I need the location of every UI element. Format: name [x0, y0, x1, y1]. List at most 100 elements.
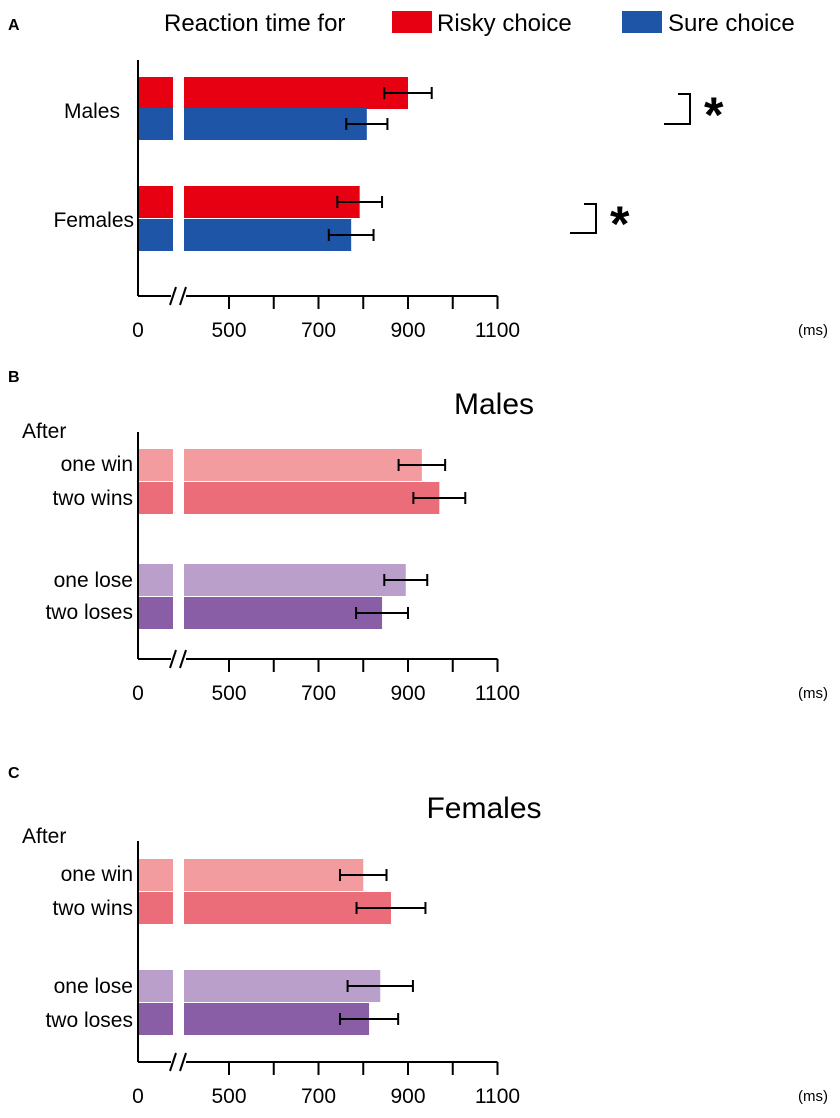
- legend-swatch-sure: [622, 11, 662, 33]
- bar-one-lose: [138, 564, 429, 596]
- axis-break-icon: [169, 286, 187, 306]
- panel-c-letter: C: [8, 765, 20, 782]
- bar-two-loses-error-bar: [338, 1013, 400, 1025]
- bar-males-sure-choice-segment-low: [138, 108, 173, 140]
- panel-a-letter: A: [8, 17, 20, 34]
- panel-c: C Females After one win two wins one lose t…: [8, 765, 828, 1108]
- panel-a-bars: [138, 77, 433, 251]
- x-axis-unit: (ms): [798, 1088, 828, 1105]
- bar-males-risky-choice-segment-low: [138, 77, 173, 109]
- x-tick-label: 1100: [475, 319, 520, 342]
- panel-c-x-axis: 0 500 700 900 1100 (ms): [132, 841, 828, 1108]
- panel-b-bars: one win two wins one lose two loses: [45, 449, 467, 629]
- bar-one-win: [138, 859, 388, 891]
- bar-one-win-segment-main: [184, 449, 422, 481]
- x-tick-label: 900: [390, 682, 425, 705]
- bar-one-lose: [138, 970, 414, 1002]
- axis-break-icon: [169, 649, 187, 669]
- x-tick-label: 1100: [475, 682, 520, 705]
- panel-a-x-axis: 0 500 700 900 1100 (ms): [132, 60, 828, 342]
- x-tick-label: 700: [301, 682, 336, 705]
- significance-star-females: *: [610, 196, 630, 252]
- panel-b-title: Males: [454, 388, 534, 421]
- bar-label-one-lose: one lose: [54, 569, 133, 592]
- panel-b-group-heading: After: [22, 420, 66, 443]
- bar-label-one-win: one win: [61, 453, 133, 476]
- panel-b: B Males After one win two wins one lose two…: [8, 369, 828, 705]
- x-tick-label: 900: [390, 319, 425, 342]
- significance-bracket-males: [664, 93, 691, 125]
- bar-two-wins: [138, 892, 427, 924]
- bar-females-sure-choice-segment-main: [184, 219, 352, 251]
- bar-females-sure-choice: [138, 219, 375, 251]
- bar-females-risky-choice-segment-low: [138, 186, 173, 218]
- category-label-males: Males: [64, 100, 120, 123]
- bar-two-loses: [138, 1003, 400, 1035]
- x-tick-label: 0: [132, 319, 144, 342]
- bar-one-win-error-bar: [338, 869, 388, 881]
- bar-two-loses-error-bar: [355, 607, 409, 619]
- bar-one-lose-segment-low: [138, 970, 173, 1002]
- bar-label-two-loses: two loses: [45, 601, 133, 624]
- axis-break-icon: [169, 1052, 187, 1072]
- significance-markers: * *: [570, 87, 724, 252]
- bar-one-win-segment-main: [184, 859, 364, 891]
- bar-two-loses-segment-main: [184, 597, 383, 629]
- legend: Reaction time for Risky choice Sure choi…: [164, 10, 795, 37]
- bar-females-risky-choice: [138, 186, 384, 218]
- x-tick-label: 700: [301, 319, 336, 342]
- bar-one-win-segment-low: [138, 859, 173, 891]
- bar-label-one-lose: one lose: [54, 975, 133, 998]
- bar-females-risky-choice-segment-main: [184, 186, 360, 218]
- x-tick-label: 900: [390, 1085, 425, 1108]
- x-tick-label: 1100: [475, 1085, 520, 1108]
- x-tick-label: 500: [211, 682, 246, 705]
- x-tick-label: 0: [132, 682, 144, 705]
- bar-one-win-segment-low: [138, 449, 173, 481]
- panel-b-x-axis: 0 500 700 900 1100 (ms): [132, 432, 828, 705]
- bar-label-two-wins: two wins: [52, 487, 133, 510]
- x-axis-unit: (ms): [798, 685, 828, 702]
- bar-males-sure-choice: [138, 108, 389, 140]
- bar-males-sure-choice-segment-main: [184, 108, 367, 140]
- legend-entry-risky: Risky choice: [437, 10, 572, 37]
- bar-label-two-wins: two wins: [52, 897, 133, 920]
- bar-one-lose-error-bar: [383, 574, 429, 586]
- bar-two-wins-segment-main: [184, 482, 440, 514]
- panel-c-bars: one win two wins one lose two loses: [45, 859, 427, 1035]
- significance-star-males: *: [704, 87, 724, 143]
- bar-two-wins-segment-low: [138, 892, 173, 924]
- bar-one-lose-segment-main: [184, 564, 406, 596]
- bar-two-loses: [138, 597, 409, 629]
- bar-two-wins-error-bar: [355, 902, 427, 914]
- bar-males-sure-choice-error-bar: [345, 118, 389, 130]
- panel-c-title: Females: [426, 792, 541, 825]
- bar-females-risky-choice-error-bar: [336, 196, 384, 208]
- bar-one-win: [138, 449, 447, 481]
- x-tick-label: 700: [301, 1085, 336, 1108]
- legend-swatch-risky: [392, 11, 432, 33]
- panel-b-letter: B: [8, 369, 20, 386]
- bar-females-sure-choice-segment-low: [138, 219, 173, 251]
- bar-label-two-loses: two loses: [45, 1009, 133, 1032]
- panel-c-group-heading: After: [22, 825, 66, 848]
- bar-females-sure-choice-error-bar: [327, 229, 375, 241]
- x-tick-label: 0: [132, 1085, 144, 1108]
- bar-one-win-error-bar: [397, 459, 447, 471]
- panel-a: A Reaction time for Risky choice Sure ch…: [8, 10, 828, 342]
- x-axis-unit: (ms): [798, 322, 828, 339]
- bar-two-wins-segment-low: [138, 482, 173, 514]
- bar-one-lose-error-bar: [346, 980, 414, 992]
- bar-males-risky-choice-segment-main: [184, 77, 408, 109]
- bar-two-loses-segment-main: [184, 1003, 370, 1035]
- category-label-females: Females: [53, 209, 134, 232]
- legend-title: Reaction time for: [164, 10, 345, 37]
- bar-two-loses-segment-low: [138, 1003, 173, 1035]
- bar-one-lose-segment-low: [138, 564, 173, 596]
- x-tick-label: 500: [211, 319, 246, 342]
- bar-two-loses-segment-low: [138, 597, 173, 629]
- significance-bracket-females: [570, 203, 597, 234]
- x-tick-label: 500: [211, 1085, 246, 1108]
- bar-two-wins: [138, 482, 467, 514]
- legend-entry-sure: Sure choice: [668, 10, 795, 37]
